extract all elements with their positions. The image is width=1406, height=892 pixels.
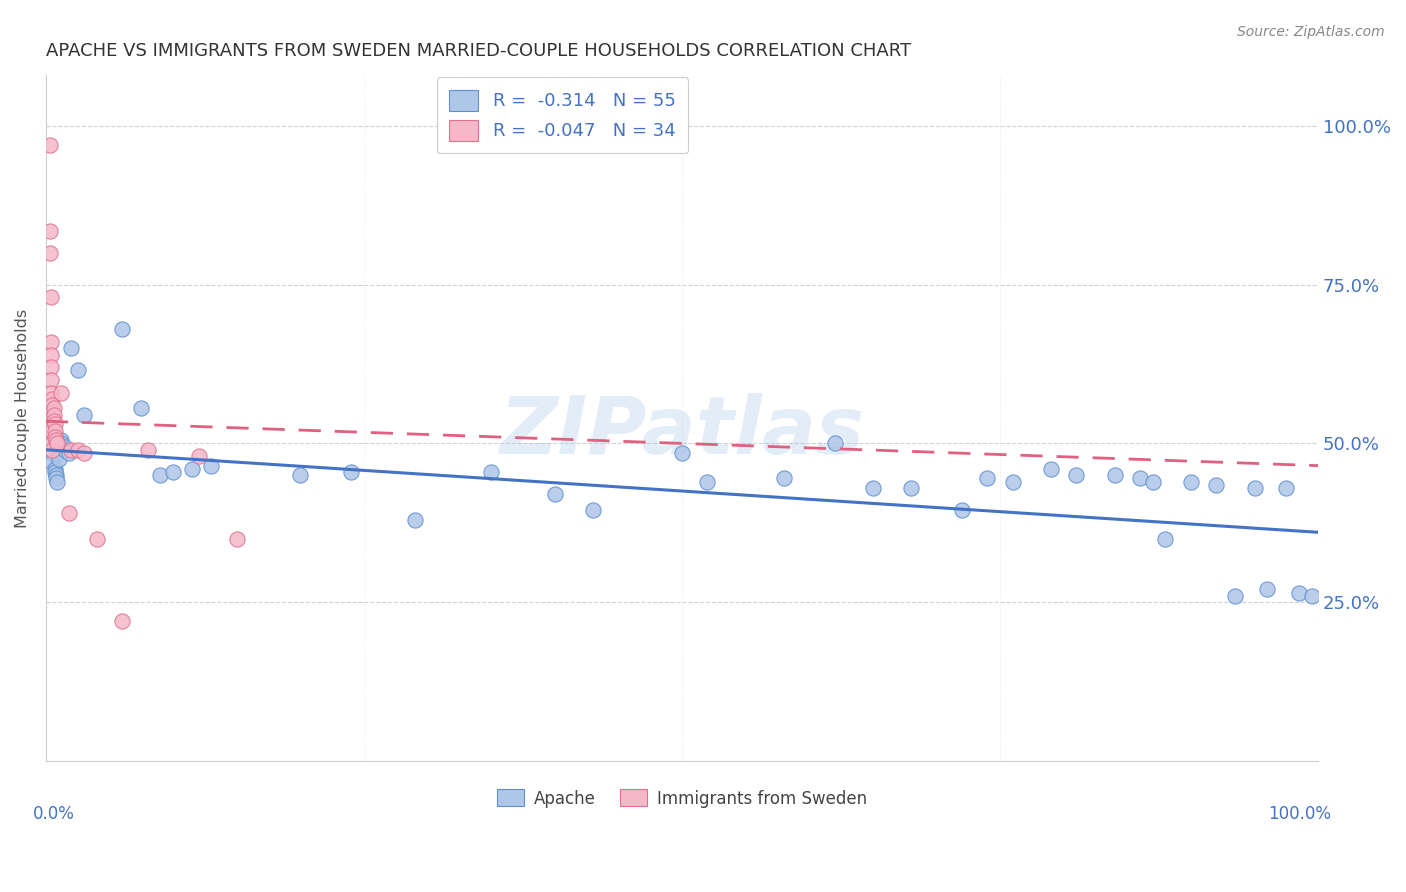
Legend: Apache, Immigrants from Sweden: Apache, Immigrants from Sweden [491, 782, 875, 814]
Point [200, 458, 222, 473]
Point [38, 224, 60, 238]
Point [900, 481, 922, 495]
Point [48, 440, 70, 454]
Point [41, 446, 63, 460]
Point [41, 424, 63, 438]
Point [225, 532, 247, 546]
Point [671, 446, 693, 460]
Text: ZIPatlas: ZIPatlas [499, 392, 865, 471]
Point [950, 503, 973, 517]
Point [1225, 589, 1247, 603]
Point [42, 414, 65, 428]
Point [41, 398, 63, 412]
Point [1154, 532, 1177, 546]
Point [44, 424, 66, 438]
Point [45, 468, 67, 483]
Point [131, 401, 153, 416]
Point [73, 408, 96, 422]
Point [149, 468, 172, 483]
Point [51, 385, 73, 400]
Point [1243, 481, 1265, 495]
Point [1142, 475, 1164, 489]
Point [41, 411, 63, 425]
Point [41, 436, 63, 450]
Point [582, 503, 605, 517]
Point [44, 417, 66, 432]
Point [73, 446, 96, 460]
Point [340, 465, 363, 479]
Point [1275, 481, 1298, 495]
Point [38, 138, 60, 153]
Point [58, 506, 80, 520]
Point [862, 481, 884, 495]
Point [44, 430, 66, 444]
Point [41, 405, 63, 419]
Point [1039, 462, 1062, 476]
Point [41, 436, 63, 450]
Point [1066, 468, 1088, 483]
Point [39, 334, 62, 349]
Point [39, 385, 62, 400]
Text: 0.0%: 0.0% [34, 805, 75, 823]
Point [53, 440, 76, 454]
Point [1001, 475, 1024, 489]
Point [39, 373, 62, 387]
Point [41, 442, 63, 457]
Point [38, 246, 60, 260]
Point [44, 465, 66, 479]
Point [45, 471, 67, 485]
Point [41, 455, 63, 469]
Point [1129, 471, 1152, 485]
Point [86, 532, 108, 546]
Point [1205, 477, 1227, 491]
Point [66, 442, 89, 457]
Point [1104, 468, 1126, 483]
Point [544, 487, 567, 501]
Point [60, 341, 83, 355]
Point [824, 436, 846, 450]
Text: 100.0%: 100.0% [1268, 805, 1331, 823]
Y-axis label: Married-couple Households: Married-couple Households [15, 309, 30, 527]
Point [404, 513, 426, 527]
Point [162, 465, 184, 479]
Point [1180, 475, 1202, 489]
Point [111, 614, 134, 628]
Point [46, 436, 69, 450]
Point [772, 471, 794, 485]
Point [111, 322, 134, 336]
Point [136, 442, 159, 457]
Text: APACHE VS IMMIGRANTS FROM SWEDEN MARRIED-COUPLE HOUSEHOLDS CORRELATION CHART: APACHE VS IMMIGRANTS FROM SWEDEN MARRIED… [46, 42, 911, 60]
Point [53, 442, 76, 457]
Point [1288, 585, 1310, 599]
Point [51, 436, 73, 450]
Point [41, 392, 63, 406]
Point [58, 446, 80, 460]
Point [60, 442, 83, 457]
Text: Source: ZipAtlas.com: Source: ZipAtlas.com [1237, 25, 1385, 39]
Point [48, 436, 70, 450]
Point [42, 408, 65, 422]
Point [181, 462, 204, 476]
Point [42, 401, 65, 416]
Point [39, 360, 62, 375]
Point [66, 363, 89, 377]
Point [48, 446, 70, 460]
Point [44, 462, 66, 476]
Point [39, 290, 62, 304]
Point [479, 465, 502, 479]
Point [187, 449, 209, 463]
Point [39, 347, 62, 361]
Point [46, 475, 69, 489]
Point [45, 434, 67, 448]
Point [51, 434, 73, 448]
Point [976, 471, 998, 485]
Point [290, 468, 312, 483]
Point [696, 475, 718, 489]
Point [1301, 589, 1323, 603]
Point [48, 452, 70, 467]
Point [1256, 582, 1278, 597]
